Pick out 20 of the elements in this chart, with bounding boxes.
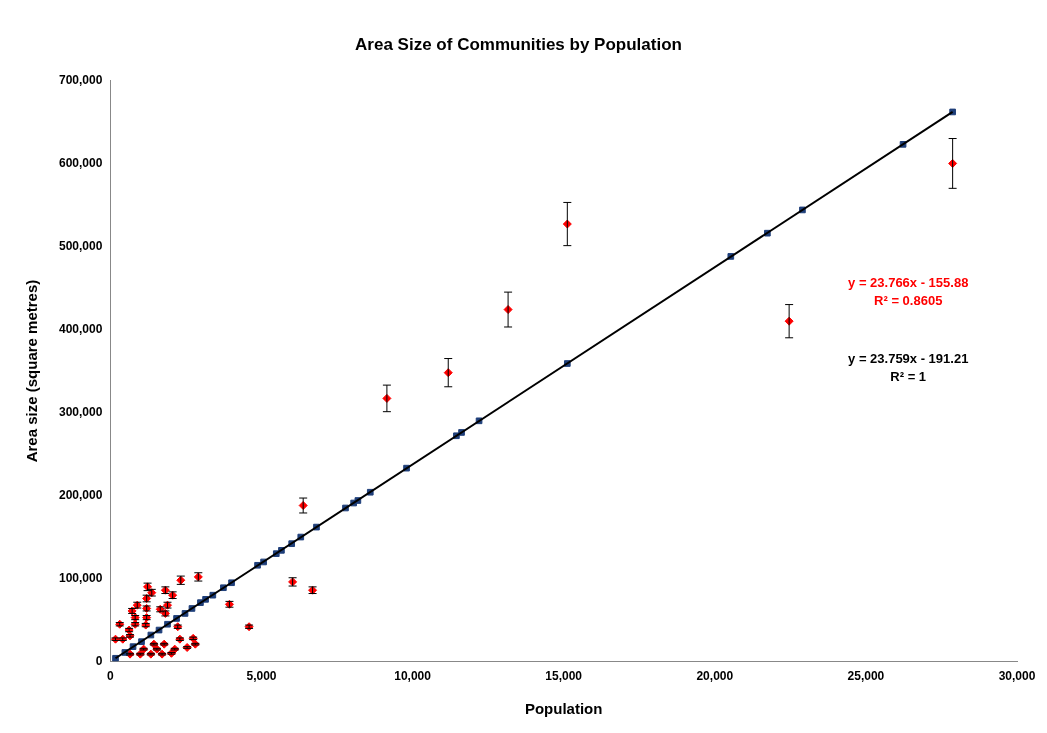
y-tick-label: 700,000 [58, 72, 103, 87]
x-tick-label: 15,000 [545, 669, 583, 684]
x-axis-title: Population [524, 700, 603, 718]
x-tick-label: 30,000 [998, 669, 1036, 684]
y-tick-label: 300,000 [58, 404, 103, 419]
chart-title: Area Size of Communities by Population [355, 34, 682, 54]
y-tick-label: 600,000 [58, 155, 103, 170]
y-tick-label: 400,000 [58, 321, 103, 336]
x-tick-label: 10,000 [394, 669, 432, 684]
x-tick-label: 20,000 [696, 669, 734, 684]
y-tick-label: 200,000 [58, 487, 103, 502]
x-tick-label: 25,000 [847, 669, 885, 684]
x-tick-label: 5,000 [246, 669, 277, 684]
y-tick-label: 500,000 [58, 238, 103, 253]
y-tick-label: 0 [95, 653, 103, 668]
annotation: y = 23.766x - 155.88 R² = 0.8605 [848, 275, 969, 309]
x-tick-label: 0 [107, 669, 115, 684]
annotation: y = 23.759x - 191.21 R² = 1 [848, 350, 969, 384]
y-axis-title: Area size (square metres) [23, 279, 41, 463]
y-tick-label: 100,000 [58, 570, 103, 585]
